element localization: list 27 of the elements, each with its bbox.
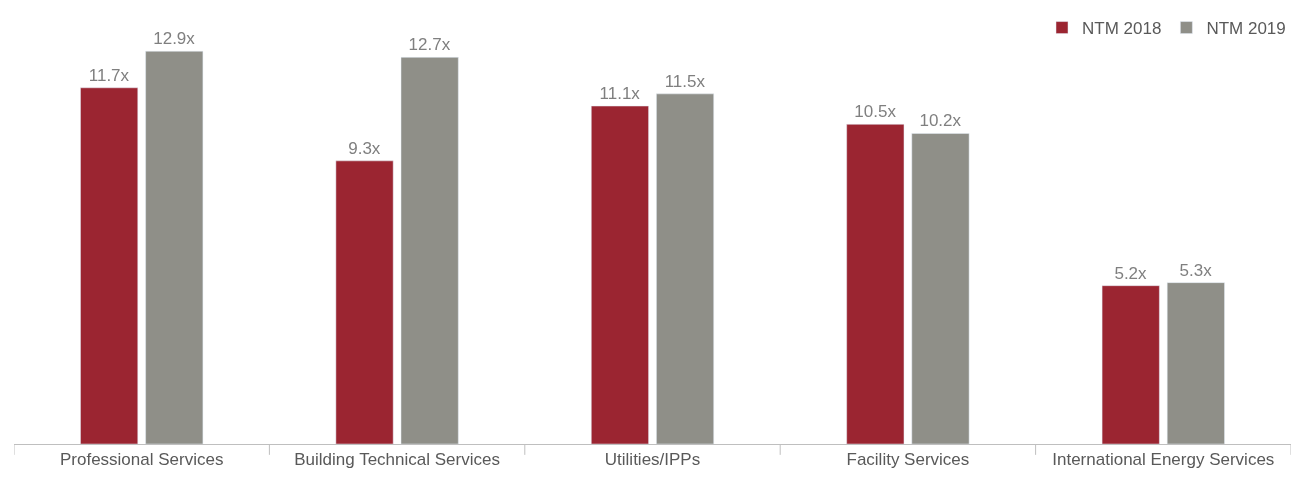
data-label: 12.9x [153,29,196,49]
bar [846,124,905,444]
legend-label: NTM 2019 [1206,19,1286,39]
x-tick-label: Building Technical Services [294,450,500,470]
legend-label: NTM 2018 [1082,19,1162,39]
bar [1166,282,1225,444]
bar [911,133,970,444]
data-label: 11.7x [88,65,130,85]
data-label: 10.5x [854,102,897,122]
bar [656,93,714,444]
data-label: 5.2x [1114,263,1148,283]
data-label: 9.3x [348,138,381,158]
bar [400,57,459,444]
x-tick-label: Utilities/IPPs [604,450,701,470]
x-tick-label: Professional Services [59,450,224,470]
data-label: 5.3x [1179,260,1213,280]
bar [1101,285,1160,444]
bar [145,50,204,444]
bar [335,160,394,444]
x-tick-label: International Energy Services [1052,450,1275,470]
data-label: 11.1x [599,84,641,104]
data-label: 10.2x [919,111,962,131]
data-label: 12.7x [408,35,451,55]
bar [80,87,139,444]
data-label: 11.5x [664,71,706,91]
bar [591,105,649,444]
x-tick-label: Facility Services [846,450,970,470]
